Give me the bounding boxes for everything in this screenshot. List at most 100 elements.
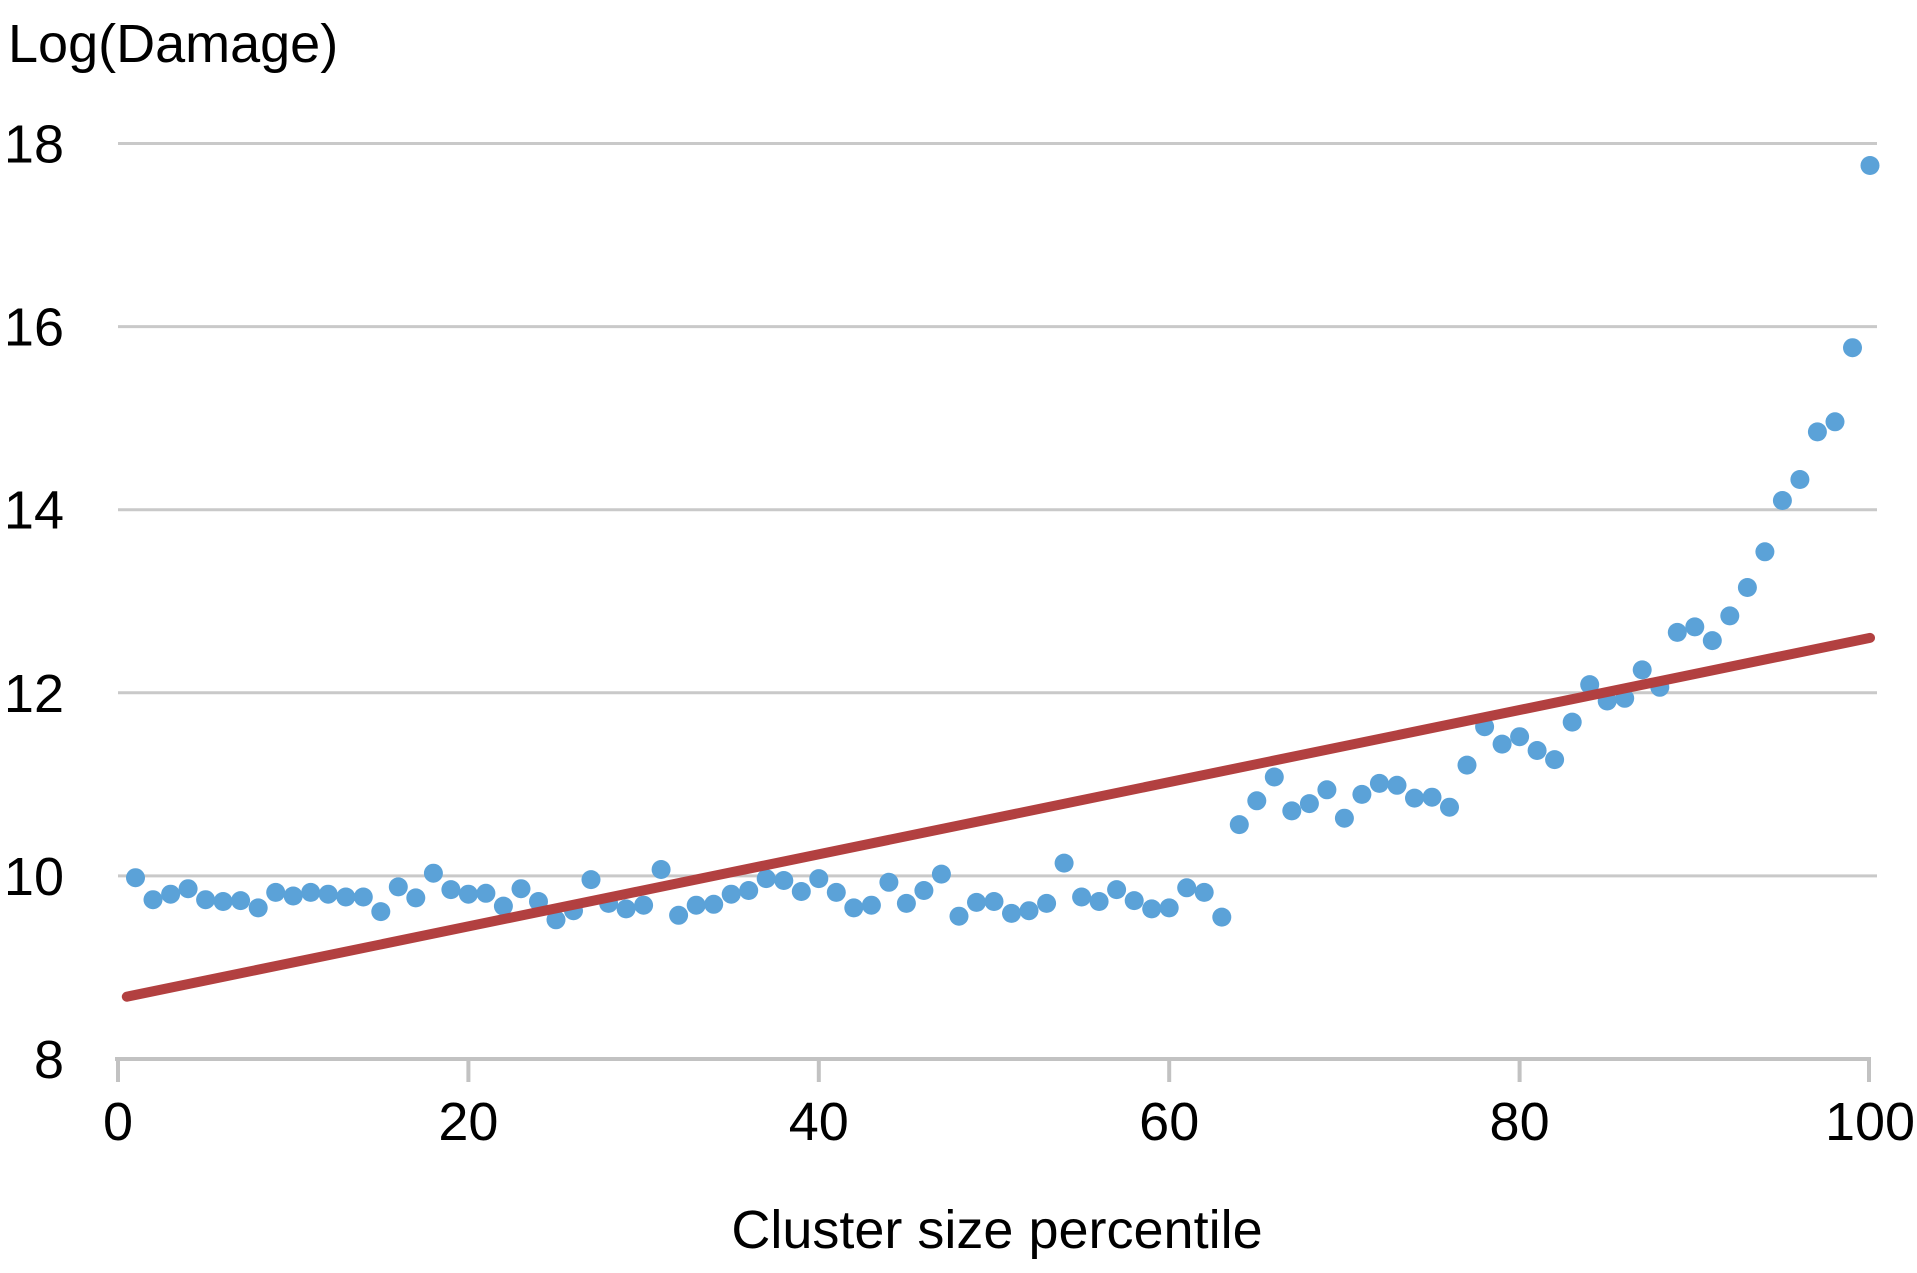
data-point [1807, 422, 1827, 442]
data-point [178, 879, 198, 899]
data-point [458, 884, 478, 904]
data-point [1702, 631, 1722, 651]
x-tick-label-0: 0 [103, 1092, 133, 1152]
data-point [1177, 878, 1197, 898]
x-tick-label-80: 80 [1490, 1092, 1550, 1152]
data-point [686, 895, 706, 915]
data-point [1107, 880, 1127, 900]
data-point [1545, 750, 1565, 770]
plot-layer: 8 10 12 14 16 18 0 20 40 60 80 100 [4, 115, 1915, 1153]
data-point [844, 898, 864, 918]
data-point [1667, 622, 1687, 642]
data-point [1159, 898, 1179, 918]
y-tick-label-16: 16 [4, 298, 64, 358]
data-point [1632, 660, 1652, 680]
data-point [1527, 741, 1547, 760]
data-point [441, 880, 461, 900]
data-point [896, 893, 916, 913]
data-point [1843, 338, 1862, 358]
data-point [1685, 617, 1705, 637]
data-point [1317, 780, 1337, 800]
data-point [739, 881, 759, 900]
data-point [1194, 882, 1214, 902]
data-point [1072, 887, 1092, 907]
data-point [1334, 808, 1354, 828]
data-point [1422, 787, 1442, 807]
data-point [931, 864, 951, 884]
data-point [1247, 791, 1267, 811]
y-tick-label-8: 8 [34, 1030, 64, 1090]
data-point [1755, 542, 1775, 562]
data-point [581, 870, 601, 890]
data-point [949, 906, 969, 926]
data-point [423, 863, 443, 883]
data-point [634, 895, 654, 915]
data-point [1089, 892, 1109, 911]
data-point [493, 896, 513, 916]
data-point [651, 860, 671, 879]
data-point [914, 881, 934, 900]
data-point [1299, 794, 1319, 814]
data-point [1720, 606, 1740, 626]
data-point [984, 892, 1004, 911]
x-tick-label-40: 40 [789, 1092, 849, 1152]
data-point [301, 882, 321, 902]
data-point [388, 877, 408, 897]
data-point [1124, 891, 1144, 911]
data-point [476, 883, 496, 903]
data-point [126, 868, 145, 888]
x-axis-label: Cluster size percentile [731, 1200, 1262, 1260]
y-tick-label-10: 10 [4, 847, 64, 907]
x-tick-label-100: 100 [1825, 1092, 1915, 1152]
data-point [1580, 675, 1600, 695]
y-tick-label-14: 14 [4, 481, 64, 541]
data-point [1825, 412, 1845, 432]
data-point [669, 905, 689, 925]
data-point [1369, 773, 1389, 793]
data-point [283, 886, 303, 906]
data-point [1387, 775, 1407, 795]
data-point [826, 882, 846, 902]
data-point [143, 890, 163, 910]
data-point [266, 882, 286, 902]
data-point [546, 910, 566, 930]
data-point [1440, 797, 1459, 817]
data-point [879, 872, 899, 892]
data-point [318, 884, 338, 904]
y-tick-label-18: 18 [4, 115, 64, 175]
data-point [774, 871, 794, 890]
data-point [213, 892, 233, 911]
data-point [1772, 491, 1792, 510]
data-point [1860, 156, 1880, 175]
data-point [1282, 801, 1302, 821]
data-point [704, 894, 724, 914]
data-point [1562, 712, 1582, 732]
data-point [353, 887, 373, 907]
y-tick-label-12: 12 [4, 664, 64, 724]
data-point [1002, 903, 1021, 923]
data-point [231, 891, 251, 911]
data-point [616, 899, 636, 919]
data-point [1510, 727, 1530, 747]
data-point [1019, 901, 1039, 921]
data-point [1457, 755, 1477, 775]
data-point [1264, 767, 1284, 787]
data-point [1054, 853, 1074, 873]
x-tick-label-60: 60 [1139, 1092, 1199, 1152]
data-point [721, 884, 741, 904]
chart-title: Log(Damage) [8, 14, 338, 74]
data-point [1142, 899, 1162, 919]
data-point [1352, 784, 1372, 804]
data-point [406, 888, 426, 908]
data-point [967, 892, 986, 912]
data-point [1212, 907, 1232, 927]
data-point [511, 879, 531, 899]
data-point [756, 869, 776, 889]
data-point [1492, 734, 1512, 754]
data-point [161, 884, 181, 904]
data-point [371, 902, 391, 922]
data-point [861, 895, 881, 915]
data-point [1229, 815, 1249, 835]
trend-line [121, 632, 1875, 1002]
